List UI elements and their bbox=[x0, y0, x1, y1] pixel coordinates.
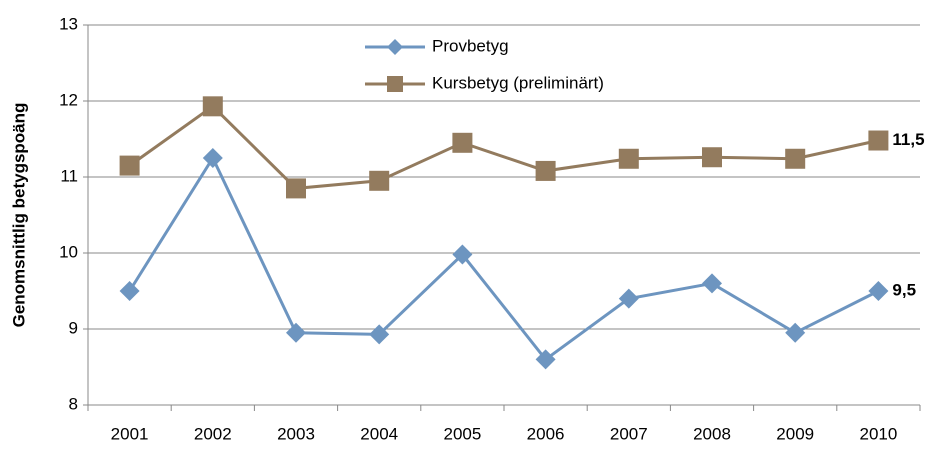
x-tick-label: 2010 bbox=[859, 424, 897, 443]
x-tick-label: 2003 bbox=[277, 424, 315, 443]
legend-box bbox=[360, 30, 660, 100]
series-line bbox=[128, 154, 880, 362]
y-tick-label: 9 bbox=[69, 318, 78, 337]
x-tick-label: 2002 bbox=[194, 424, 232, 443]
marker bbox=[618, 288, 639, 309]
marker bbox=[452, 244, 473, 265]
legend-label: Kursbetyg (preliminärt) bbox=[432, 73, 604, 92]
marker bbox=[119, 281, 140, 301]
marker bbox=[785, 322, 806, 343]
marker bbox=[202, 96, 223, 117]
y-tick-label: 11 bbox=[60, 166, 78, 185]
y-tick-label: 10 bbox=[59, 242, 78, 261]
y-tick-label: 8 bbox=[69, 394, 78, 413]
marker bbox=[618, 148, 639, 169]
x-tick-label: 2001 bbox=[111, 424, 149, 443]
marker bbox=[702, 147, 722, 168]
legend-label: Provbetyg bbox=[432, 36, 509, 55]
legend-marker bbox=[387, 39, 403, 55]
marker bbox=[868, 281, 889, 301]
data-label: 9,5 bbox=[892, 280, 916, 299]
marker bbox=[286, 178, 306, 199]
x-tick-label: 2005 bbox=[443, 424, 481, 443]
x-tick-label: 2004 bbox=[360, 424, 398, 443]
marker bbox=[286, 322, 306, 343]
marker bbox=[535, 349, 556, 370]
marker bbox=[535, 160, 556, 181]
marker bbox=[868, 130, 889, 151]
marker bbox=[119, 155, 140, 176]
y-axis-label: Genomsnittlig betygspoäng bbox=[9, 103, 28, 328]
x-tick-label: 2008 bbox=[693, 424, 731, 443]
marker bbox=[369, 324, 390, 345]
series-line bbox=[128, 104, 879, 190]
marker bbox=[369, 170, 390, 191]
x-tick-label: 2006 bbox=[527, 424, 565, 443]
marker bbox=[785, 148, 806, 169]
legend-marker bbox=[387, 76, 403, 92]
data-label: 11,5 bbox=[892, 130, 924, 149]
x-tick-label: 2009 bbox=[776, 424, 814, 443]
y-tick-label: 13 bbox=[59, 14, 78, 33]
marker bbox=[702, 273, 722, 294]
marker bbox=[452, 132, 473, 153]
marker bbox=[202, 148, 223, 168]
y-tick-label: 12 bbox=[59, 90, 78, 109]
x-tick-label: 2007 bbox=[610, 424, 648, 443]
